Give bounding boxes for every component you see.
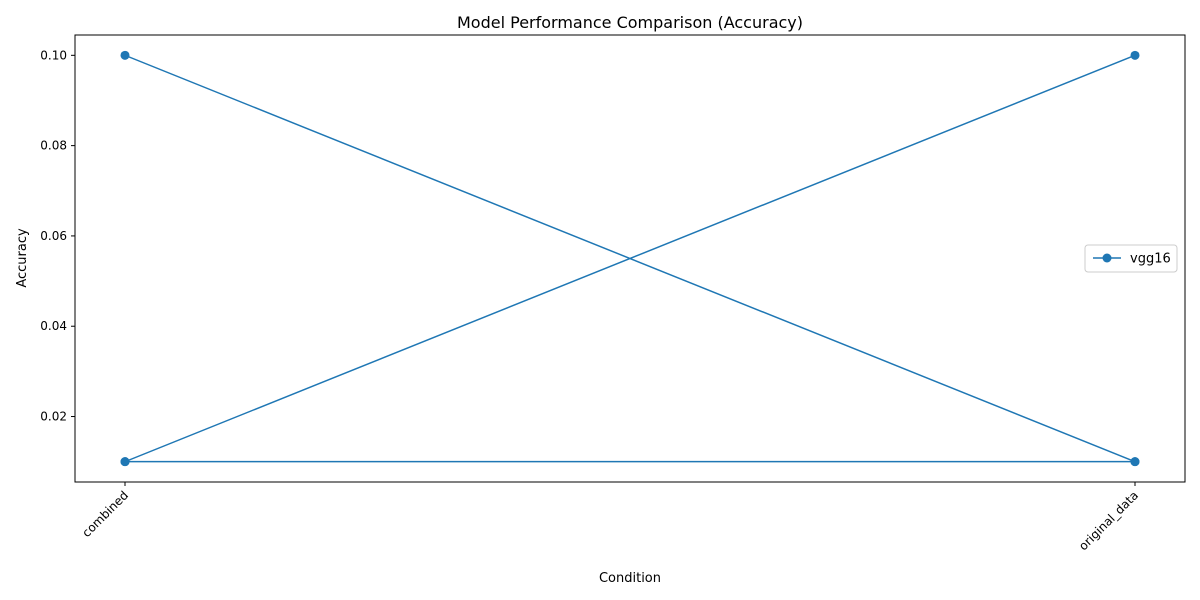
y-tick-label: 0.10 <box>40 48 67 62</box>
legend-marker <box>1102 253 1112 263</box>
data-point <box>120 50 130 60</box>
x-tick-label: combined <box>79 488 131 540</box>
y-tick-label: 0.08 <box>40 139 67 153</box>
series-line <box>124 54 1136 463</box>
data-point <box>1130 457 1140 467</box>
y-tick-label: 0.04 <box>40 319 67 333</box>
series-layer <box>120 50 1140 467</box>
legend-box <box>1084 244 1178 273</box>
data-point <box>120 457 130 467</box>
legend: vgg16 <box>1084 244 1178 273</box>
chart-title: Model Performance Comparison (Accuracy) <box>457 13 803 32</box>
x-axis: combined original_data <box>79 482 1141 553</box>
plot-area <box>74 34 1186 483</box>
legend-label: vgg16 <box>1130 252 1171 267</box>
y-tick-label: 0.02 <box>40 410 67 424</box>
y-tick-label: 0.06 <box>40 229 67 243</box>
data-point <box>1130 50 1140 60</box>
y-axis: 0.02 0.04 0.06 0.08 0.10 <box>40 48 75 424</box>
x-axis-label: Condition <box>599 571 661 586</box>
y-axis-label: Accuracy <box>15 228 30 288</box>
x-tick-label: original_data <box>1076 488 1141 553</box>
